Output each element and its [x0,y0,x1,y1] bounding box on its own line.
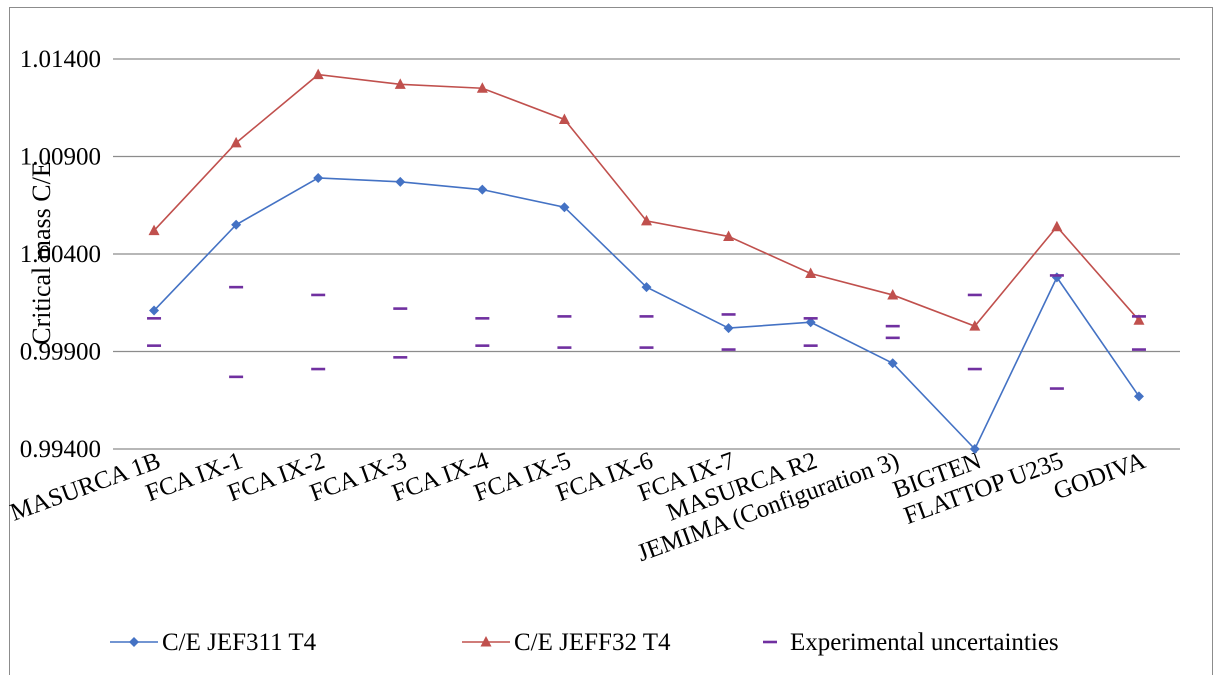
gridlines [113,58,1180,450]
data-point [805,267,817,278]
data-point [887,288,899,300]
data-point [723,323,734,334]
data-point [394,78,406,89]
data-point [558,113,570,124]
data-point [887,358,898,369]
data-point [969,320,981,331]
data-point [641,214,652,226]
data-point [476,82,488,93]
data-point [480,636,492,647]
legend-label: C/E JEFF32 T4 [514,629,671,656]
series-diamond [149,172,1144,454]
chart-frame [9,7,1213,675]
data-point [313,172,324,183]
data-point [1133,314,1145,325]
y-tick-label: 1.00900 [20,144,101,171]
data-point [723,230,735,241]
y-tick-label: 0.99900 [20,339,101,366]
data-point [1051,272,1062,283]
series-layer [148,68,1145,454]
y-tick-label: 0.99400 [20,436,101,463]
legend-label: Experimental uncertainties [790,629,1059,656]
legend: C/E JEF311 T4 C/E JEFF32 T4 Experimental u… [110,629,1059,656]
y-tick-label: 1.00400 [20,241,101,268]
data-point [641,282,652,293]
data-point [148,224,160,236]
data-point [559,202,570,213]
legend-label: C/E JEF311 T4 [162,629,317,656]
data-point [230,136,242,148]
data-point [312,68,324,80]
data-point [231,219,242,230]
data-point [969,444,980,454]
data-point [1051,220,1063,232]
data-point [395,176,406,187]
y-tick-label: 1.01400 [20,46,101,73]
data-point [477,184,488,195]
uncertainty-layer [147,274,1146,390]
x-tick-label: GODIVA [1050,447,1149,505]
data-point [129,637,139,647]
y-axis-ticks: 0.99400 0.99900 1.00400 1.00900 1.01400 [20,46,101,463]
data-point [149,305,160,316]
data-point [1133,391,1144,402]
data-point [805,317,816,328]
y-axis-title: Critical mass C/E [27,161,56,344]
series-triangle [148,68,1145,331]
